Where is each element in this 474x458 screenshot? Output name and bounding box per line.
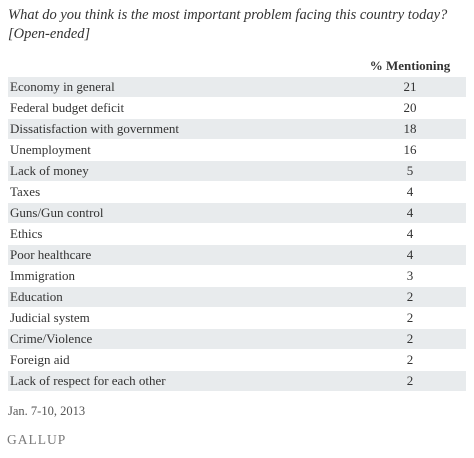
table-row: Foreign aid 2	[8, 350, 466, 371]
table-row: Poor healthcare 4	[8, 245, 466, 266]
table-row: Dissatisfaction with government 18	[8, 119, 466, 140]
row-value: 2	[406, 331, 414, 346]
row-value: 21	[403, 79, 417, 94]
table-row: Crime/Violence 2	[8, 329, 466, 350]
row-label: Crime/Violence	[10, 331, 93, 346]
row-value: 3	[406, 268, 414, 283]
row-label: Lack of respect for each other	[10, 373, 166, 388]
table-row: Judicial system 2	[8, 308, 466, 329]
row-value: 4	[406, 226, 414, 241]
row-value: 5	[406, 163, 414, 178]
row-label: Taxes	[10, 184, 41, 199]
row-label: Unemployment	[10, 142, 91, 157]
row-value: 2	[406, 289, 414, 304]
table-row: Immigration 3	[8, 266, 466, 287]
table-header: % Mentioning	[8, 58, 466, 76]
row-label: Foreign aid	[10, 352, 70, 367]
results-table: Economy in general 21 Federal budget defic…	[8, 77, 466, 392]
row-value: 4	[406, 247, 414, 262]
chart-title: What do you think is the most important …	[8, 7, 448, 42]
row-label: Dissatisfaction with government	[10, 121, 179, 136]
row-value: 18	[403, 121, 417, 136]
table-row: Economy in general 21	[8, 77, 466, 98]
table-row: Taxes 4	[8, 182, 466, 203]
row-label: Guns/Gun control	[10, 205, 104, 220]
row-value: 2	[406, 373, 414, 388]
row-label: Lack of money	[10, 163, 89, 178]
survey-date: Jan. 7-10, 2013	[8, 404, 86, 418]
table-row: Unemployment 16	[8, 140, 466, 161]
row-label: Ethics	[10, 226, 43, 241]
table-row: Lack of respect for each other 2	[8, 371, 466, 392]
row-value: 4	[406, 205, 414, 220]
column-header-mentioning: % Mentioning	[369, 58, 451, 73]
row-label: Education	[10, 289, 63, 304]
row-value: 20	[403, 100, 417, 115]
table-row: Guns/Gun control 4	[8, 203, 466, 224]
table-row: Ethics 4	[8, 224, 466, 245]
row-value: 4	[406, 184, 414, 199]
row-label: Immigration	[10, 268, 75, 283]
row-value: 16	[403, 142, 417, 157]
gallup-logo: GALLUP	[7, 432, 67, 447]
row-label: Federal budget deficit	[10, 100, 125, 115]
row-label: Economy in general	[10, 79, 115, 94]
row-value: 2	[406, 352, 414, 367]
row-value: 2	[406, 310, 414, 325]
row-label: Judicial system	[10, 310, 90, 325]
table-row: Federal budget deficit 20	[8, 98, 466, 119]
table-row: Lack of money 5	[8, 161, 466, 182]
row-label: Poor healthcare	[10, 247, 92, 262]
table-row: Education 2	[8, 287, 466, 308]
